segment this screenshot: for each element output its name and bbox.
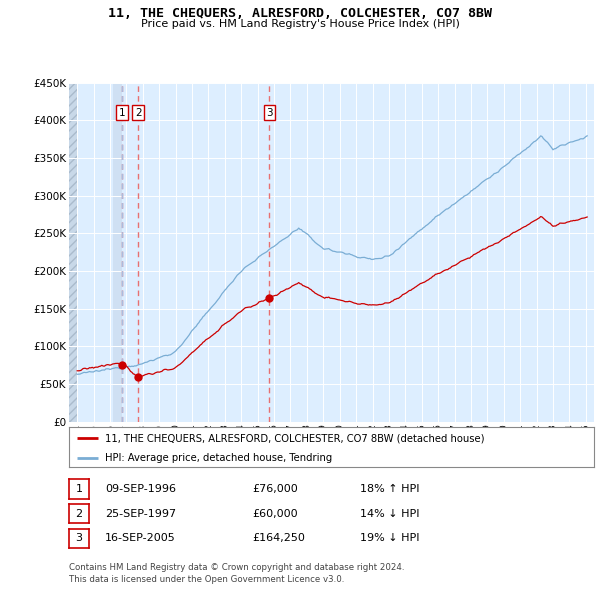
- Text: This data is licensed under the Open Government Licence v3.0.: This data is licensed under the Open Gov…: [69, 575, 344, 584]
- Text: 2: 2: [135, 108, 142, 118]
- Text: £60,000: £60,000: [252, 509, 298, 519]
- Text: 25-SEP-1997: 25-SEP-1997: [105, 509, 176, 519]
- Bar: [113, 83, 122, 422]
- Text: £164,250: £164,250: [252, 533, 305, 543]
- Text: 19% ↓ HPI: 19% ↓ HPI: [360, 533, 419, 543]
- Text: 09-SEP-1996: 09-SEP-1996: [105, 484, 176, 494]
- Text: Price paid vs. HM Land Registry's House Price Index (HPI): Price paid vs. HM Land Registry's House …: [140, 19, 460, 29]
- Text: 16-SEP-2005: 16-SEP-2005: [105, 533, 176, 543]
- Text: 1: 1: [119, 108, 125, 118]
- Bar: [69, 83, 77, 422]
- Text: 2: 2: [76, 509, 82, 519]
- Text: 11, THE CHEQUERS, ALRESFORD, COLCHESTER, CO7 8BW (detached house): 11, THE CHEQUERS, ALRESFORD, COLCHESTER,…: [105, 434, 484, 444]
- Text: 1: 1: [76, 484, 82, 494]
- Bar: [69, 83, 77, 422]
- Text: 3: 3: [266, 108, 273, 118]
- Text: £76,000: £76,000: [252, 484, 298, 494]
- Text: Contains HM Land Registry data © Crown copyright and database right 2024.: Contains HM Land Registry data © Crown c…: [69, 563, 404, 572]
- Text: HPI: Average price, detached house, Tendring: HPI: Average price, detached house, Tend…: [105, 454, 332, 464]
- Text: 11, THE CHEQUERS, ALRESFORD, COLCHESTER, CO7 8BW: 11, THE CHEQUERS, ALRESFORD, COLCHESTER,…: [108, 7, 492, 20]
- Text: 3: 3: [76, 533, 82, 543]
- Text: 14% ↓ HPI: 14% ↓ HPI: [360, 509, 419, 519]
- Text: 18% ↑ HPI: 18% ↑ HPI: [360, 484, 419, 494]
